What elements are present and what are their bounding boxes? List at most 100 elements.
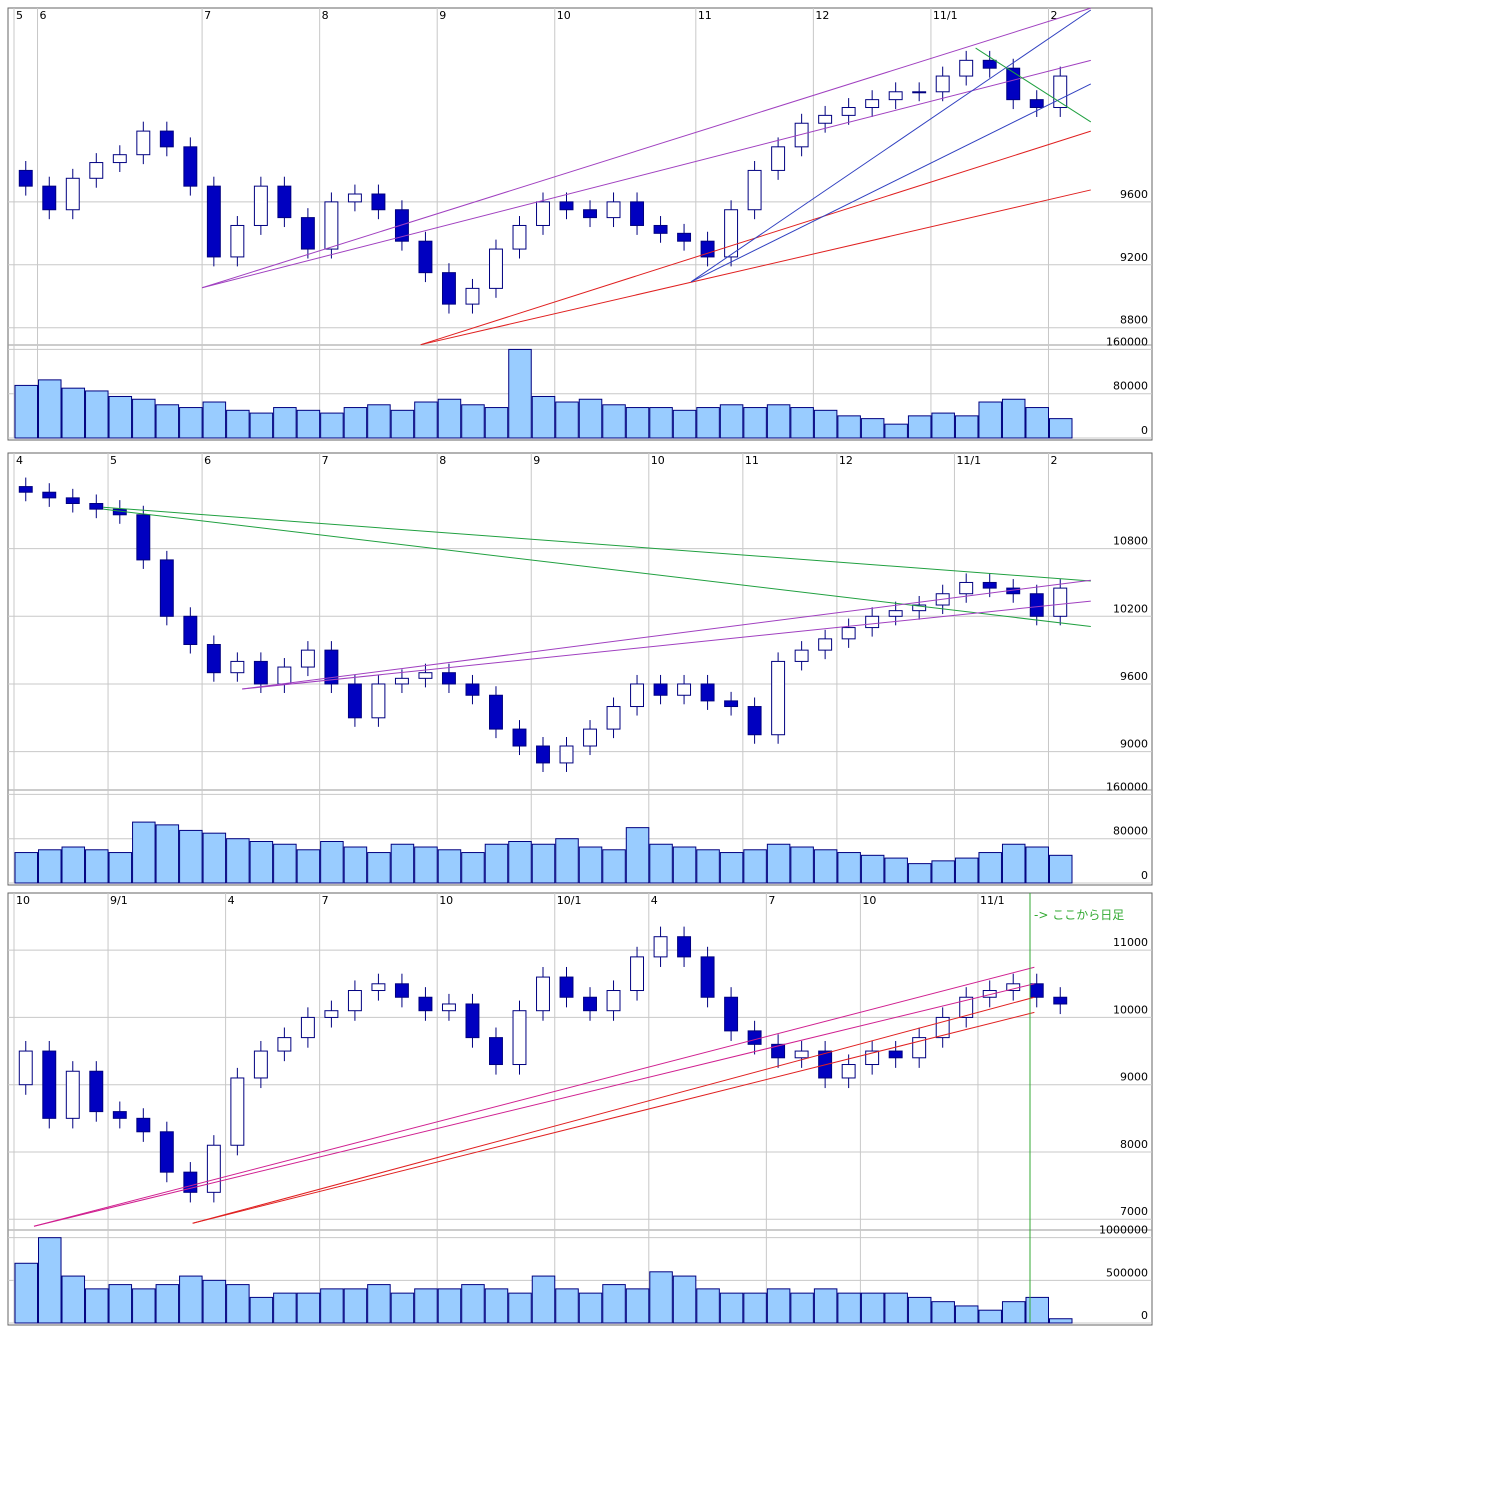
volume-bar <box>555 401 579 439</box>
volume-bar <box>907 415 932 439</box>
x-tick-label: 11 <box>745 454 759 467</box>
volume-bar <box>296 849 321 884</box>
volume-bar <box>273 843 297 884</box>
volume-bar <box>954 1305 979 1324</box>
candle-body <box>65 497 80 505</box>
candle-body <box>1029 983 1044 998</box>
candle-body <box>347 683 362 719</box>
volume-bar <box>578 398 603 439</box>
candle-body <box>536 976 550 1012</box>
volume-bar <box>625 407 650 439</box>
y-tick-label: 9200 <box>1120 251 1148 264</box>
y-tick-label: 8000 <box>1120 1138 1148 1151</box>
candle-body <box>536 201 550 226</box>
x-tick-label: 2 <box>1050 9 1057 22</box>
x-tick-label: 11 <box>698 9 712 22</box>
volume-bar <box>367 404 391 439</box>
volume-bar <box>1048 1318 1073 1324</box>
candle-body <box>230 1077 245 1146</box>
candle-body <box>441 1003 456 1012</box>
volume-tick-label: 80000 <box>1113 380 1148 393</box>
trend-line <box>242 600 1091 690</box>
volume-bar <box>649 1271 673 1324</box>
candle-body <box>347 193 362 203</box>
candle-body <box>418 672 433 679</box>
volume-bar <box>14 384 39 439</box>
candle-body <box>771 660 786 736</box>
volume-bar <box>202 832 227 884</box>
volume-bar <box>766 1288 791 1324</box>
volume-bar <box>249 412 274 439</box>
volume-bar <box>273 407 297 439</box>
volume-bar <box>437 398 462 439</box>
x-tick-label: 10 <box>439 894 453 907</box>
trend-line <box>975 47 1092 123</box>
candle-body <box>277 1037 292 1052</box>
volume-bar <box>249 1296 274 1324</box>
candle-body <box>677 683 692 696</box>
candle-body <box>724 996 739 1032</box>
candle-body <box>65 177 80 211</box>
volume-bar <box>132 821 156 884</box>
volume-bar <box>108 1284 133 1324</box>
candle-body <box>583 728 597 747</box>
x-tick-label: 8 <box>322 9 329 22</box>
candle-body <box>347 990 362 1012</box>
volume-bar <box>531 395 556 439</box>
candle-body <box>418 996 433 1012</box>
volume-bar <box>696 1288 720 1324</box>
volume-bar <box>696 407 720 439</box>
volume-bar <box>461 404 485 439</box>
volume-bar <box>907 1296 932 1324</box>
x-tick-label: 11/1 <box>933 9 958 22</box>
x-tick-label: 7 <box>322 454 329 467</box>
candle-body <box>536 745 550 764</box>
x-tick-label: 9/1 <box>110 894 128 907</box>
volume-bar <box>555 838 579 884</box>
volume-bar <box>85 390 109 439</box>
candle-body <box>159 130 174 148</box>
volume-bar <box>884 857 908 884</box>
candle-body <box>700 240 715 258</box>
candle-body <box>324 1010 339 1018</box>
candle-body <box>1053 75 1068 109</box>
candle-body <box>865 615 880 629</box>
y-tick-label: 9000 <box>1120 1071 1148 1084</box>
volume-bar <box>85 1288 109 1324</box>
volume-bar <box>226 838 250 884</box>
candle-body <box>959 581 974 595</box>
volume-bar <box>837 415 861 439</box>
candle-body <box>1029 593 1044 617</box>
candle-body <box>865 1050 880 1066</box>
volume-bar <box>179 407 203 439</box>
candle-body <box>982 990 997 998</box>
volume-bar <box>367 852 391 884</box>
volume-bar <box>978 1309 1002 1324</box>
volume-bar <box>179 1275 203 1324</box>
candle-body <box>253 1050 268 1079</box>
candle-body <box>771 146 786 171</box>
candle-body <box>300 1016 315 1039</box>
candle-body <box>465 287 480 305</box>
candle-body <box>653 683 668 696</box>
x-tick-label: 4 <box>16 454 23 467</box>
volume-bar <box>649 407 673 439</box>
volume-bar <box>1048 854 1073 884</box>
volume-bar <box>155 1284 180 1324</box>
x-tick-label: 9 <box>439 9 446 22</box>
volume-bar <box>179 829 203 884</box>
y-tick-label: 10800 <box>1113 535 1148 548</box>
x-tick-label: 4 <box>228 894 235 907</box>
y-tick-label: 9600 <box>1120 188 1148 201</box>
candle-body <box>653 224 668 234</box>
volume-bar <box>860 854 885 884</box>
volume-bar <box>437 849 462 884</box>
volume-bar <box>578 1292 603 1324</box>
y-tick-label: 9600 <box>1120 670 1148 683</box>
volume-bar <box>602 404 626 439</box>
volume-bar <box>743 407 767 439</box>
volume-bar <box>860 418 885 439</box>
candle-body <box>606 201 621 219</box>
candle-body <box>771 1043 786 1059</box>
candle-body <box>959 59 974 77</box>
